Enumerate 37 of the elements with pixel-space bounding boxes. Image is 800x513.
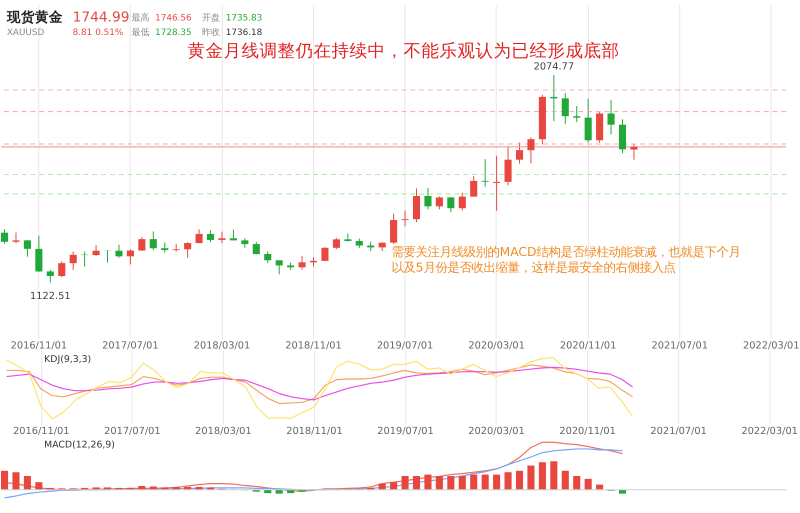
chart-title: KDJ(9,3,3) — [44, 354, 92, 365]
text: 开盘 — [202, 12, 220, 24]
annotation: 需要关注月线级别的MACD结构是否绿柱动能衰减，也就是下个月以及5月份是否收出缩量，这样是最安全的右侧接入点 — [392, 244, 740, 275]
x-tick-label: 2018/03/01 — [194, 340, 250, 352]
text: 0.51% — [95, 28, 124, 38]
text: 1728.35 — [155, 28, 192, 38]
x-tick-label: 2019/07/01 — [377, 426, 434, 438]
text: 1735.83 — [226, 13, 262, 24]
x-tick-label: 2020/11/01 — [559, 426, 616, 438]
chart-title: MACD(12,26,9) — [44, 439, 115, 450]
x-tick-label: 2020/03/01 — [468, 340, 525, 352]
chart-title: 黄金月线调整仍在持续中，不能乐观认为已经形成底部 — [187, 40, 620, 62]
text: 昨收 — [202, 27, 220, 38]
x-tick-label: 2021/07/01 — [651, 340, 708, 352]
text: 现货黄金 — [6, 9, 64, 26]
text: 1744.99 — [72, 9, 130, 26]
annotation: 1122.51 — [30, 291, 71, 302]
text: 1746.56 — [155, 13, 192, 24]
x-tick-label: 2017/07/01 — [104, 426, 161, 438]
text: 1736.18 — [226, 28, 263, 38]
x-tick-label: 2018/11/01 — [286, 426, 343, 438]
x-tick-label: 2022/03/01 — [743, 340, 800, 352]
x-tick-label: 2022/03/01 — [741, 426, 798, 438]
x-tick-label: 2018/11/01 — [285, 340, 342, 352]
x-tick-label: 2016/11/01 — [10, 340, 68, 352]
x-tick-label: 2018/03/01 — [195, 426, 252, 438]
text: 最低 — [132, 27, 150, 38]
text: 最高 — [132, 12, 150, 24]
x-tick-label: 2020/03/01 — [468, 426, 525, 438]
x-tick-label: 2020/11/01 — [560, 340, 616, 352]
x-tick-label: 2017/07/01 — [102, 340, 159, 352]
x-tick-label: 2019/07/01 — [376, 340, 434, 352]
text: 8.81 — [72, 28, 92, 38]
x-tick-label: 2016/11/01 — [13, 426, 70, 438]
annotation: 2074.77 — [534, 61, 574, 72]
x-tick-label: 2021/07/01 — [650, 426, 707, 438]
text: XAUUSD — [6, 28, 44, 38]
